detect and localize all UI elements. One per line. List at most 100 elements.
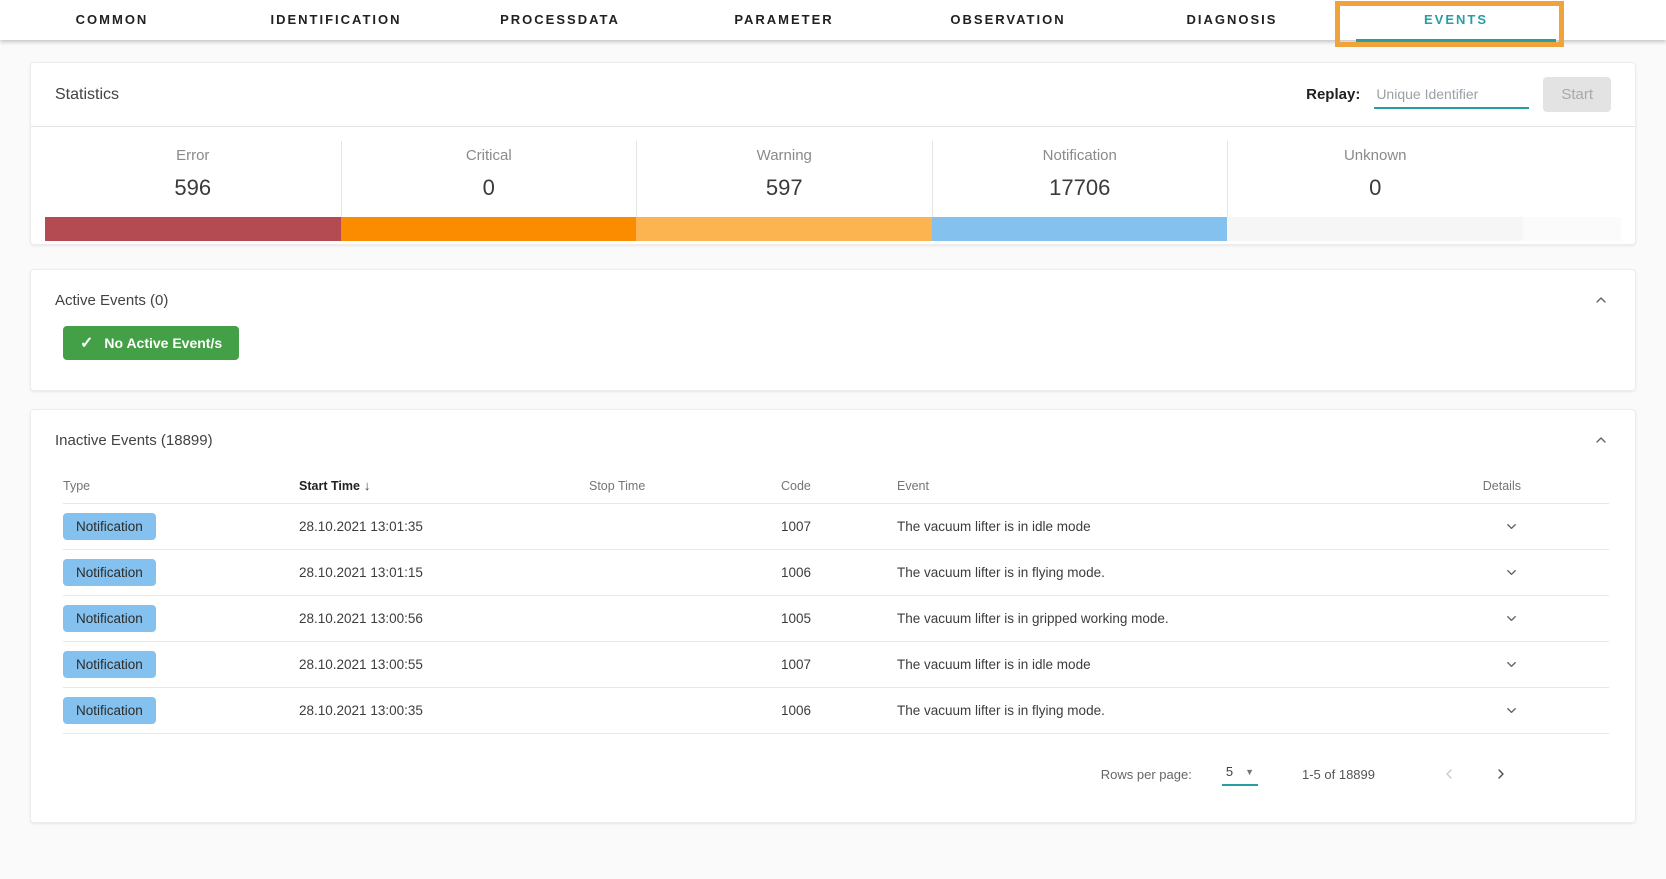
- cell-event: The vacuum lifter is in flying mode.: [897, 703, 1105, 718]
- cell-code: 1007: [781, 657, 812, 672]
- table-row: Notification 28.10.2021 13:01:15 1006 Th…: [63, 550, 1609, 596]
- row-expand-button[interactable]: [1502, 655, 1521, 674]
- cell-start-time: 28.10.2021 13:01:15: [299, 565, 423, 580]
- cell-event: The vacuum lifter is in flying mode.: [897, 565, 1105, 580]
- table-row: Notification 28.10.2021 13:00:35 1006 Th…: [63, 688, 1609, 734]
- stat-label: Critical: [465, 147, 512, 164]
- active-events-card: Active Events (0) ✓ No Active Event/s: [30, 269, 1636, 391]
- table-row: Notification 28.10.2021 13:00:55 1007 Th…: [63, 642, 1609, 688]
- bar-segment-warning: [636, 217, 932, 241]
- start-time-label: Start Time: [299, 479, 360, 493]
- stat-label: Unknown: [1343, 147, 1407, 164]
- chevron-left-icon: [1441, 769, 1457, 785]
- statistics-title: Statistics: [55, 85, 120, 103]
- inactive-events-title: Inactive Events (18899): [55, 431, 213, 449]
- tab-diagnosis[interactable]: DIAGNOSIS: [1186, 12, 1278, 27]
- rows-per-page-label: Rows per page:: [1100, 766, 1192, 782]
- next-page-button[interactable]: [1489, 762, 1513, 786]
- statistics-columns: Error 596 Critical 0 Warning 597 Notific…: [45, 141, 1621, 217]
- row-expand-button[interactable]: [1502, 609, 1521, 628]
- tab-observation[interactable]: OBSERVATION: [950, 12, 1066, 27]
- row-expand-button[interactable]: [1502, 563, 1521, 582]
- chevron-down-icon: [1504, 614, 1519, 629]
- rows-per-page-value: 5: [1225, 764, 1234, 779]
- stat-value: 596: [174, 175, 212, 200]
- active-events-header: Active Events (0): [31, 270, 1635, 310]
- chevron-right-icon: [1493, 769, 1509, 785]
- tab-processdata[interactable]: PROCESSDATA: [500, 12, 620, 27]
- inactive-events-table: Type Start Time ↓ Stop Time Code Event De…: [63, 468, 1609, 734]
- stat-value: 0: [482, 175, 495, 200]
- cell-code: 1005: [781, 611, 812, 626]
- inactive-events-header: Inactive Events (18899): [31, 410, 1635, 450]
- inactive-events-collapse-button[interactable]: [1591, 430, 1611, 450]
- cell-event: The vacuum lifter is in idle mode: [897, 519, 1091, 534]
- active-events-title: Active Events (0): [55, 291, 169, 309]
- table-header-row: Type Start Time ↓ Stop Time Code Event De…: [63, 468, 1609, 504]
- tab-events[interactable]: EVENTS: [1344, 0, 1568, 42]
- previous-page-button[interactable]: [1437, 762, 1461, 786]
- cell-start-time: 28.10.2021 13:00:56: [299, 611, 423, 626]
- stat-column-unknown: Unknown 0: [1227, 141, 1523, 217]
- cell-code: 1006: [781, 703, 812, 718]
- type-badge: Notification: [63, 605, 156, 632]
- chevron-up-icon: [1593, 296, 1609, 311]
- stat-column-critical: Critical 0: [340, 141, 637, 217]
- row-expand-button[interactable]: [1502, 701, 1521, 720]
- tab-common[interactable]: COMMON: [75, 12, 149, 27]
- column-header-stop-time: Stop Time: [589, 478, 646, 493]
- row-expand-button[interactable]: [1502, 517, 1521, 536]
- stat-label: Warning: [756, 147, 812, 164]
- column-header-code: Code: [781, 478, 811, 493]
- stat-column-warning: Warning 597: [636, 141, 932, 217]
- active-events-collapse-button[interactable]: [1591, 290, 1611, 310]
- tab-bar: COMMON IDENTIFICATION PROCESSDATA PARAME…: [0, 0, 1666, 47]
- cell-start-time: 28.10.2021 13:00:55: [299, 657, 423, 672]
- stat-value: 597: [765, 175, 803, 200]
- replay-area: Replay: Start: [1306, 77, 1611, 112]
- bar-segment-unknown: [1227, 217, 1523, 241]
- start-button[interactable]: Start: [1543, 77, 1611, 112]
- stat-label: Error: [176, 147, 210, 164]
- statistics-body: Error 596 Critical 0 Warning 597 Notific…: [31, 127, 1635, 244]
- column-header-start-time[interactable]: Start Time ↓: [299, 478, 589, 493]
- type-badge: Notification: [63, 513, 156, 540]
- type-badge: Notification: [63, 697, 156, 724]
- chevron-down-icon: [1504, 706, 1519, 721]
- sort-descending-icon: ↓: [363, 478, 371, 493]
- no-active-events-label: No Active Event/s: [104, 335, 223, 351]
- replay-label: Replay:: [1306, 86, 1361, 103]
- caret-down-icon: ▼: [1245, 766, 1254, 777]
- stat-column-error: Error 596: [45, 141, 341, 217]
- replay-unique-identifier-input[interactable]: [1374, 80, 1530, 109]
- cell-code: 1007: [781, 519, 812, 534]
- no-active-events-button[interactable]: ✓ No Active Event/s: [63, 326, 240, 360]
- pagination-range: 1-5 of 18899: [1301, 766, 1375, 782]
- table-row: Notification 28.10.2021 13:00:56 1005 Th…: [63, 596, 1609, 642]
- bar-segment-critical: [340, 217, 636, 241]
- inactive-events-card: Inactive Events (18899) Type Start Time ↓…: [30, 409, 1636, 823]
- severity-distribution-bar: [45, 217, 1621, 241]
- type-badge: Notification: [63, 559, 156, 586]
- cell-event: The vacuum lifter is in gripped working …: [897, 611, 1169, 626]
- tab-identification[interactable]: IDENTIFICATION: [270, 12, 402, 27]
- statistics-card: Statistics Replay: Start Error 596 Criti…: [30, 62, 1636, 245]
- bar-segment-error: [45, 217, 341, 241]
- chevron-down-icon: [1504, 660, 1519, 675]
- bar-segment-notification: [931, 217, 1227, 241]
- stat-value: 0: [1369, 175, 1382, 200]
- tab-parameter[interactable]: PARAMETER: [734, 12, 834, 27]
- type-badge: Notification: [63, 651, 156, 678]
- column-header-details: Details: [1482, 478, 1521, 493]
- column-header-event: Event: [897, 478, 929, 493]
- check-icon: ✓: [80, 335, 94, 352]
- stat-label: Notification: [1042, 147, 1117, 164]
- cell-start-time: 28.10.2021 13:00:35: [299, 703, 423, 718]
- chevron-down-icon: [1504, 568, 1519, 583]
- cell-event: The vacuum lifter is in idle mode: [897, 657, 1091, 672]
- column-header-type: Type: [63, 478, 91, 493]
- rows-per-page-select[interactable]: 5 ▼: [1221, 762, 1258, 786]
- stat-value: 17706: [1049, 175, 1111, 200]
- cell-start-time: 28.10.2021 13:01:35: [299, 519, 423, 534]
- chevron-down-icon: [1504, 522, 1519, 537]
